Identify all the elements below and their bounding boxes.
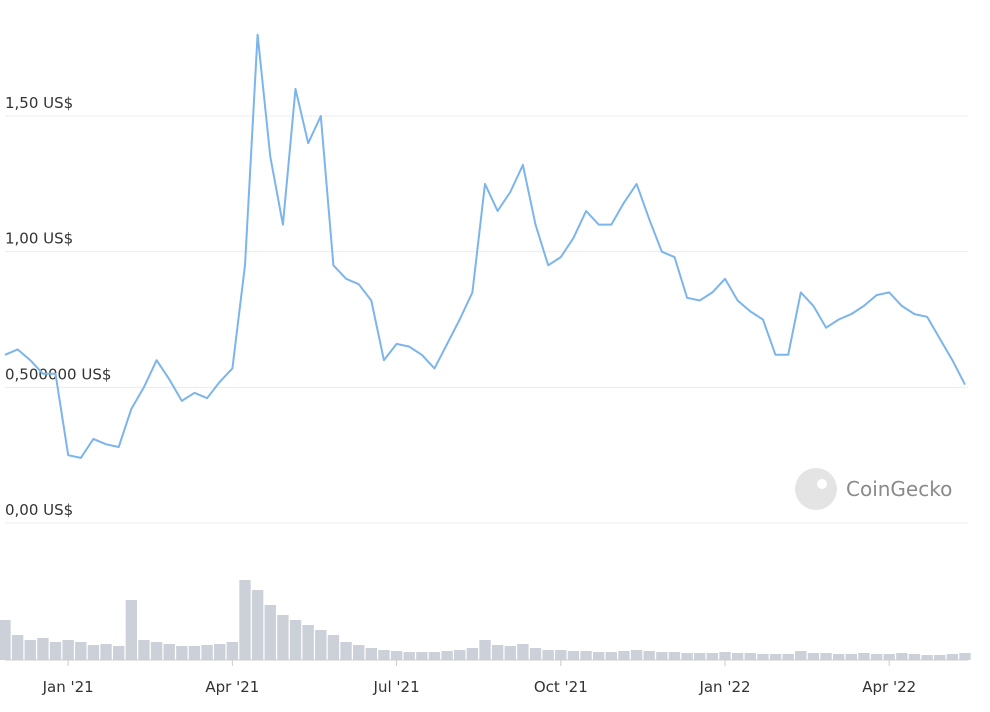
volume-bar	[37, 638, 49, 660]
volume-bar	[390, 651, 403, 660]
volume-bar	[239, 580, 251, 660]
volume-bar	[921, 655, 933, 660]
volume-bar	[87, 645, 100, 660]
volume-bar	[908, 654, 921, 660]
volume-bar	[769, 654, 782, 660]
volume-bar	[441, 651, 453, 660]
volume-bar	[782, 654, 794, 660]
volume-bar	[150, 642, 163, 660]
volume-bar	[542, 650, 554, 660]
x-tick-label: Apr '21	[205, 678, 259, 696]
volume-bar	[934, 655, 946, 660]
x-tick-label: Jan '21	[42, 678, 94, 696]
volume-bar	[681, 653, 693, 660]
volume-bar	[176, 646, 188, 660]
volume-bar	[731, 653, 744, 660]
volume-bar	[289, 620, 302, 660]
x-tick-label: Oct '21	[534, 678, 588, 696]
volume-bar	[491, 645, 504, 660]
volume-bar	[466, 648, 479, 660]
volume-bar	[49, 642, 62, 660]
x-tick-label: Jul '21	[373, 678, 420, 696]
volume-bar	[100, 644, 112, 660]
volume-bar	[896, 653, 908, 660]
volume-bar	[353, 645, 365, 660]
volume-bar	[0, 620, 11, 660]
volume-bar	[188, 646, 201, 660]
volume-bar	[694, 653, 706, 660]
volume-bar	[593, 652, 605, 660]
volume-bar	[517, 644, 529, 660]
watermark-logo-eye	[817, 479, 827, 489]
volume-bar	[618, 651, 630, 660]
volume-bar	[378, 650, 390, 660]
volume-bar	[883, 654, 895, 660]
volume-bar	[277, 615, 289, 660]
volume-bar	[807, 653, 820, 660]
volume-bar	[656, 652, 668, 660]
volume-bar	[214, 644, 226, 660]
volume-bar	[340, 642, 352, 660]
volume-bar	[264, 605, 276, 660]
volume-bar	[845, 654, 857, 660]
volume-bar	[580, 651, 592, 660]
volume-bar	[62, 640, 74, 660]
volume-bar	[428, 652, 441, 660]
volume-bar	[820, 653, 832, 660]
volume-bar	[327, 635, 340, 660]
volume-bar	[251, 590, 264, 660]
volume-bar	[113, 646, 125, 660]
volume-bar	[959, 653, 971, 660]
volume-bar	[454, 650, 466, 660]
volume-bar	[529, 648, 542, 660]
volume-bar	[11, 635, 24, 660]
volume-bar	[504, 646, 516, 660]
volume-bar	[719, 652, 731, 660]
volume-bar	[479, 640, 491, 660]
volume-bar	[365, 648, 377, 660]
volume-bar	[870, 654, 883, 660]
volume-bar	[416, 652, 428, 660]
volume-bar	[833, 654, 845, 660]
x-tick-label: Jan '22	[698, 678, 750, 696]
x-tick-label: Apr '22	[862, 678, 916, 696]
volume-bar	[403, 652, 415, 660]
watermark: CoinGecko	[795, 468, 952, 510]
watermark-logo	[795, 468, 837, 510]
y-tick-label: 1,50 US$	[5, 94, 73, 112]
volume-bar	[163, 644, 175, 660]
volume-bar	[315, 630, 327, 660]
volume-bar	[757, 654, 769, 660]
volume-bar	[201, 645, 213, 660]
volume-bar	[226, 642, 239, 660]
volume-bar	[795, 651, 807, 660]
volume-bar	[668, 652, 681, 660]
y-tick-label: 0,00 US$	[5, 501, 73, 519]
volume-bar	[630, 650, 643, 660]
volume-bar	[24, 640, 36, 660]
volume-bar	[125, 600, 137, 660]
volume-bar	[744, 653, 756, 660]
watermark-text: CoinGecko	[846, 477, 952, 501]
volume-bar	[555, 650, 567, 660]
volume-bar	[643, 651, 655, 660]
y-tick-label: 0,500000 US$	[5, 365, 111, 383]
volume-bar	[138, 640, 150, 660]
volume-bar	[75, 642, 87, 660]
volume-bar	[605, 652, 617, 660]
price-line	[4, 33, 966, 459]
volume-bar	[567, 651, 580, 660]
volume-bar	[946, 654, 959, 660]
volume-bar	[302, 625, 314, 660]
volume-bar	[858, 653, 870, 660]
y-tick-label: 1,00 US$	[5, 230, 73, 248]
volume-bar	[706, 653, 719, 660]
